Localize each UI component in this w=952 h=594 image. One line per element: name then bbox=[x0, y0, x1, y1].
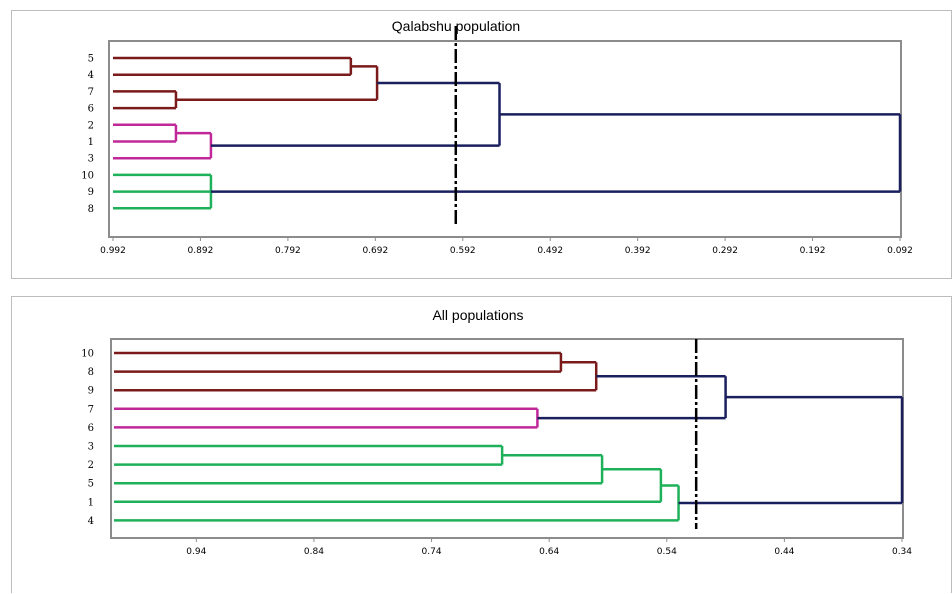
x-tick-label: 0.64 bbox=[539, 547, 559, 557]
merge-link bbox=[113, 123, 178, 143]
x-tick-label: 0.44 bbox=[774, 547, 794, 557]
leaf-label: 1 bbox=[88, 497, 94, 508]
leaf-label: 9 bbox=[88, 386, 94, 397]
dendrogram-qalabshu: Qalabshu population 0.992 0.892 0.792 0.692… bbox=[81, 18, 913, 256]
dendrogram-all-populations: All populations 0.94 0.84 0.74 0.64 0.54 0.44… bbox=[81, 307, 912, 557]
leaf-label: 1 bbox=[88, 137, 94, 148]
leaf-label: 6 bbox=[88, 104, 94, 115]
x-tick-label: 0.94 bbox=[186, 547, 206, 557]
merge-link bbox=[114, 444, 504, 466]
merge-link bbox=[114, 361, 598, 392]
merge-link bbox=[678, 395, 904, 505]
leaf-label: 2 bbox=[88, 460, 94, 471]
merge-link bbox=[113, 173, 213, 210]
x-tick-label: 0.34 bbox=[892, 547, 912, 557]
leaf-label: 8 bbox=[88, 204, 94, 215]
leaf-label: 10 bbox=[81, 349, 94, 360]
plot-frame bbox=[108, 40, 902, 238]
leaf-label: 5 bbox=[88, 479, 94, 490]
x-tick-label: 0.392 bbox=[625, 246, 651, 256]
x-tick-label: 0.74 bbox=[422, 547, 442, 557]
x-tick-label: 0.692 bbox=[362, 246, 388, 256]
leaf-label: 3 bbox=[88, 154, 94, 165]
chart-panel-all-populations: All populations 0.94 0.84 0.74 0.64 0.54 0.44… bbox=[11, 296, 952, 593]
merge-link bbox=[210, 113, 902, 193]
merge-link bbox=[114, 407, 539, 429]
x-tick-label: 0.292 bbox=[712, 246, 738, 256]
x-tick-label: 0.892 bbox=[188, 246, 214, 256]
x-tick-label: 0.492 bbox=[537, 246, 563, 256]
leaf-label: 7 bbox=[88, 404, 94, 415]
x-tick-label: 0.192 bbox=[800, 246, 826, 256]
leaf-label: 6 bbox=[88, 423, 94, 434]
plot-frame bbox=[110, 338, 904, 539]
x-tick-label: 0.792 bbox=[275, 246, 301, 256]
x-tick-label: 0.54 bbox=[657, 547, 677, 557]
merge-link bbox=[113, 131, 213, 160]
chart-panel-qalabshu: Qalabshu population 0.992 0.892 0.792 0.692… bbox=[11, 10, 952, 279]
leaf-label: 4 bbox=[88, 70, 94, 81]
leaf-label: 7 bbox=[88, 87, 94, 98]
merge-link bbox=[113, 90, 178, 110]
leaf-label: 3 bbox=[88, 442, 94, 453]
leaf-label: 4 bbox=[88, 516, 94, 527]
merge-link bbox=[114, 454, 604, 485]
chart-title: All populations bbox=[432, 307, 523, 323]
x-tick-label: 0.592 bbox=[450, 246, 476, 256]
merge-link bbox=[113, 56, 353, 76]
merge-link bbox=[175, 65, 379, 101]
x-tick-label: 0.84 bbox=[304, 547, 324, 557]
leaf-label: 8 bbox=[88, 367, 94, 378]
x-tick-label: 0.092 bbox=[887, 246, 913, 256]
merge-link bbox=[114, 351, 563, 373]
x-tick-label: 0.992 bbox=[100, 246, 126, 256]
merge-link bbox=[114, 468, 663, 504]
leaf-label: 2 bbox=[88, 120, 94, 131]
leaf-label: 9 bbox=[88, 187, 94, 198]
leaf-label: 5 bbox=[88, 54, 94, 65]
leaf-label: 10 bbox=[81, 170, 94, 181]
